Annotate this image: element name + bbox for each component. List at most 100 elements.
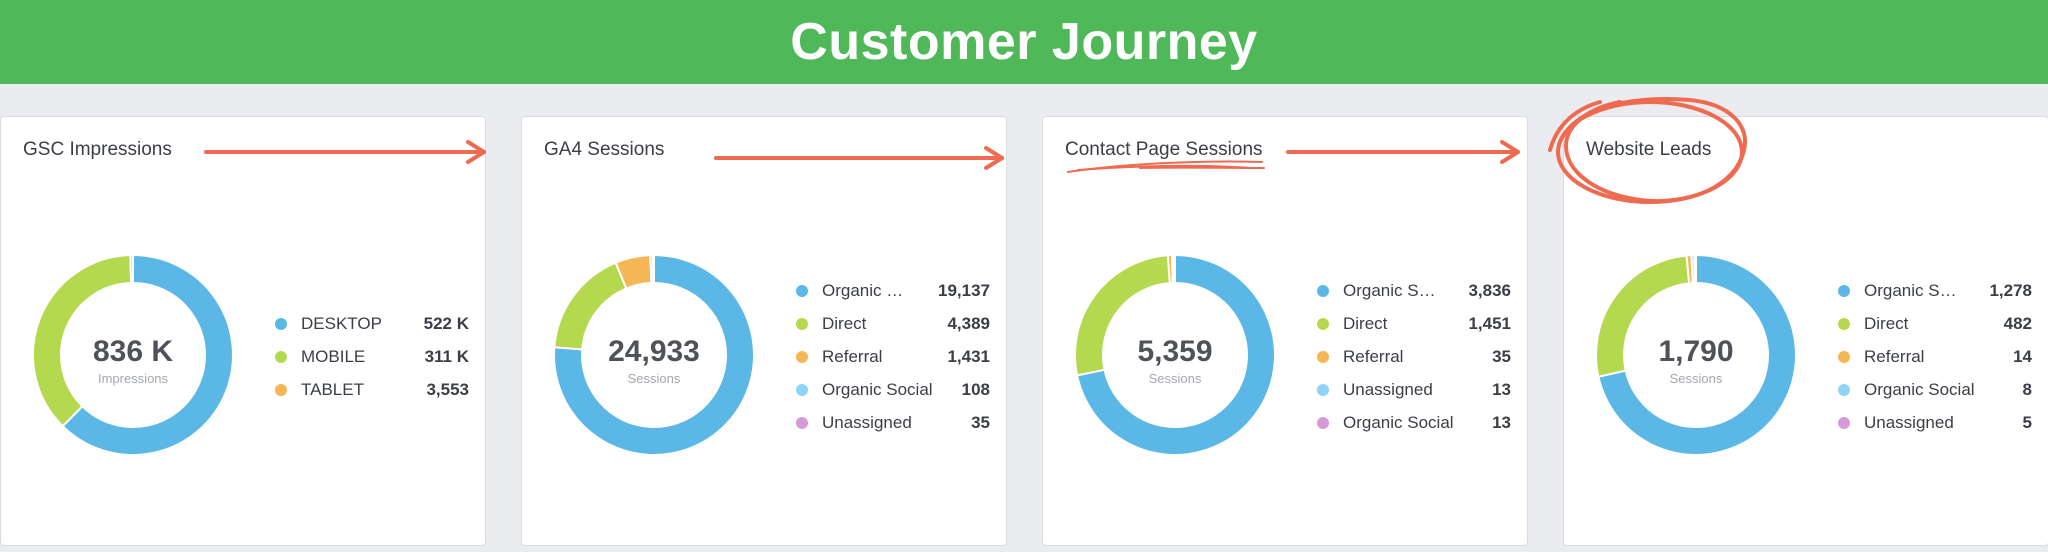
donut-total-label: Sessions (1148, 371, 1202, 386)
legend-value: 3,553 (426, 379, 469, 399)
legend-item[interactable]: Organic Social 108 (796, 373, 990, 406)
legend-item[interactable]: Referral 14 (1838, 340, 2032, 373)
legend-dot-icon (1317, 350, 1329, 363)
donut-total: 24,933 (608, 335, 700, 368)
donut-total: 1,790 (1658, 335, 1734, 368)
legend-value: 1,278 (1989, 280, 2032, 300)
legend-dot-icon (1838, 350, 1850, 363)
donut-total-label: Impressions (97, 371, 169, 386)
donut-total: 836 K (92, 335, 174, 368)
card-title: Contact Page Sessions (1065, 139, 1263, 160)
legend-dot-icon (1838, 416, 1850, 429)
legend-dot-icon (796, 416, 808, 429)
legend-value: 5 (2022, 412, 2032, 432)
donut-total-label: Sessions (627, 371, 681, 386)
card-title: GA4 Sessions (544, 139, 665, 160)
donut-svg (32, 253, 234, 456)
legend-value: 522 K (423, 313, 469, 333)
legend-item[interactable]: Unassigned 13 (1317, 373, 1511, 406)
legend-item[interactable]: Organic Social 8 (1838, 373, 2032, 406)
donut-slice[interactable] (1172, 253, 1176, 285)
legend-item[interactable]: Referral 1,431 (796, 340, 990, 373)
legend-label: Unassigned (822, 412, 912, 432)
legend-dot-icon (1317, 383, 1329, 396)
legend: Organic S… 1,278 Direct 482 Referral 14 … (1838, 274, 2032, 439)
legend-item[interactable]: Direct 482 (1838, 307, 2032, 340)
card-title: GSC Impressions (23, 139, 172, 160)
legend-item[interactable]: Referral 35 (1317, 340, 1511, 373)
legend-dot-icon (1317, 284, 1329, 297)
legend-value: 35 (971, 412, 990, 432)
donut-svg (1595, 253, 1797, 456)
legend-dot-icon (796, 284, 808, 297)
legend-item[interactable]: Organic S… 1,278 (1838, 274, 2032, 307)
legend-label: Referral (1864, 346, 1925, 366)
legend-item[interactable]: DESKTOP 522 K (275, 307, 469, 340)
legend-dot-icon (275, 350, 287, 363)
legend-dot-icon (796, 350, 808, 363)
donut-slice[interactable] (129, 253, 134, 285)
legend-item[interactable]: Unassigned 5 (1838, 406, 2032, 439)
donut-slice[interactable] (1693, 253, 1697, 285)
legend-label: Organic Social (1864, 379, 1975, 399)
legend-dot-icon (1317, 416, 1329, 429)
legend-item[interactable]: TABLET 3,553 (275, 373, 469, 406)
legend-item[interactable]: MOBILE 311 K (275, 340, 469, 373)
legend-value: 13 (1492, 412, 1511, 432)
card-ga4-sessions: GA4 Sessions 24,933 Sessions Organic … 1… (521, 116, 1007, 546)
legend-value: 8 (2022, 379, 2032, 399)
legend-label: Organic Social (1343, 412, 1454, 432)
donut-slice[interactable] (61, 253, 234, 456)
legend-label: MOBILE (301, 346, 366, 366)
donut-chart: 5,359 Sessions (1074, 253, 1276, 456)
donut-total-label: Sessions (1669, 371, 1723, 386)
donut-slice[interactable] (1597, 253, 1797, 456)
donut-chart: 24,933 Sessions (553, 253, 755, 456)
legend-dot-icon (275, 383, 287, 396)
donut-slice[interactable] (32, 254, 133, 428)
donut-total: 5,359 (1137, 335, 1213, 368)
legend-dot-icon (796, 317, 808, 330)
legend-label: Referral (822, 346, 883, 366)
legend-label: Direct (822, 313, 867, 333)
donut-slice[interactable] (652, 253, 655, 285)
page-title: Customer Journey (790, 13, 1258, 71)
legend-dot-icon (1317, 317, 1329, 330)
legend: DESKTOP 522 K MOBILE 311 K TABLET 3,553 (275, 307, 469, 406)
legend-value: 35 (1492, 346, 1511, 366)
legend-item[interactable]: Organic … 19,137 (796, 274, 990, 307)
donut-chart: 836 K Impressions (32, 253, 234, 456)
legend-label: Unassigned (1864, 412, 1954, 432)
donut-slice[interactable] (553, 253, 755, 456)
legend-value: 14 (2013, 346, 2032, 366)
legend-label: Unassigned (1343, 379, 1433, 399)
legend-label: Organic Social (822, 379, 933, 399)
legend-item[interactable]: Organic S… 3,836 (1317, 274, 1511, 307)
legend-value: 3,836 (1468, 280, 1511, 300)
legend-dot-icon (275, 317, 287, 330)
legend-item[interactable]: Organic Social 13 (1317, 406, 1511, 439)
legend-value: 1,451 (1468, 313, 1511, 333)
legend-item[interactable]: Direct 1,451 (1317, 307, 1511, 340)
legend-item[interactable]: Direct 4,389 (796, 307, 990, 340)
donut-slice[interactable] (1075, 253, 1276, 456)
card-title: Website Leads (1586, 139, 1712, 160)
legend-value: 19,137 (938, 280, 990, 300)
legend-label: Organic S… (1343, 280, 1436, 300)
legend-label: Organic … (822, 280, 904, 300)
card-website-leads: Website Leads 1,790 Sessions Organic S… … (1563, 116, 2048, 546)
legend-dot-icon (796, 383, 808, 396)
legend-label: DESKTOP (301, 313, 382, 333)
legend-label: Direct (1864, 313, 1909, 333)
legend-value: 482 (2003, 313, 2032, 333)
legend-label: TABLET (301, 379, 364, 399)
legend-value: 108 (961, 379, 990, 399)
legend-label: Direct (1343, 313, 1388, 333)
legend-label: Organic S… (1864, 280, 1957, 300)
legend-item[interactable]: Unassigned 35 (796, 406, 990, 439)
card-gsc-impressions: GSC Impressions 836 K Impressions DESKTO… (0, 116, 486, 546)
legend-dot-icon (1838, 383, 1850, 396)
donut-chart: 1,790 Sessions (1595, 253, 1797, 456)
legend-value: 1,431 (947, 346, 990, 366)
card-contact-page-sessions: Contact Page Sessions 5,359 Sessions Org… (1042, 116, 1528, 546)
